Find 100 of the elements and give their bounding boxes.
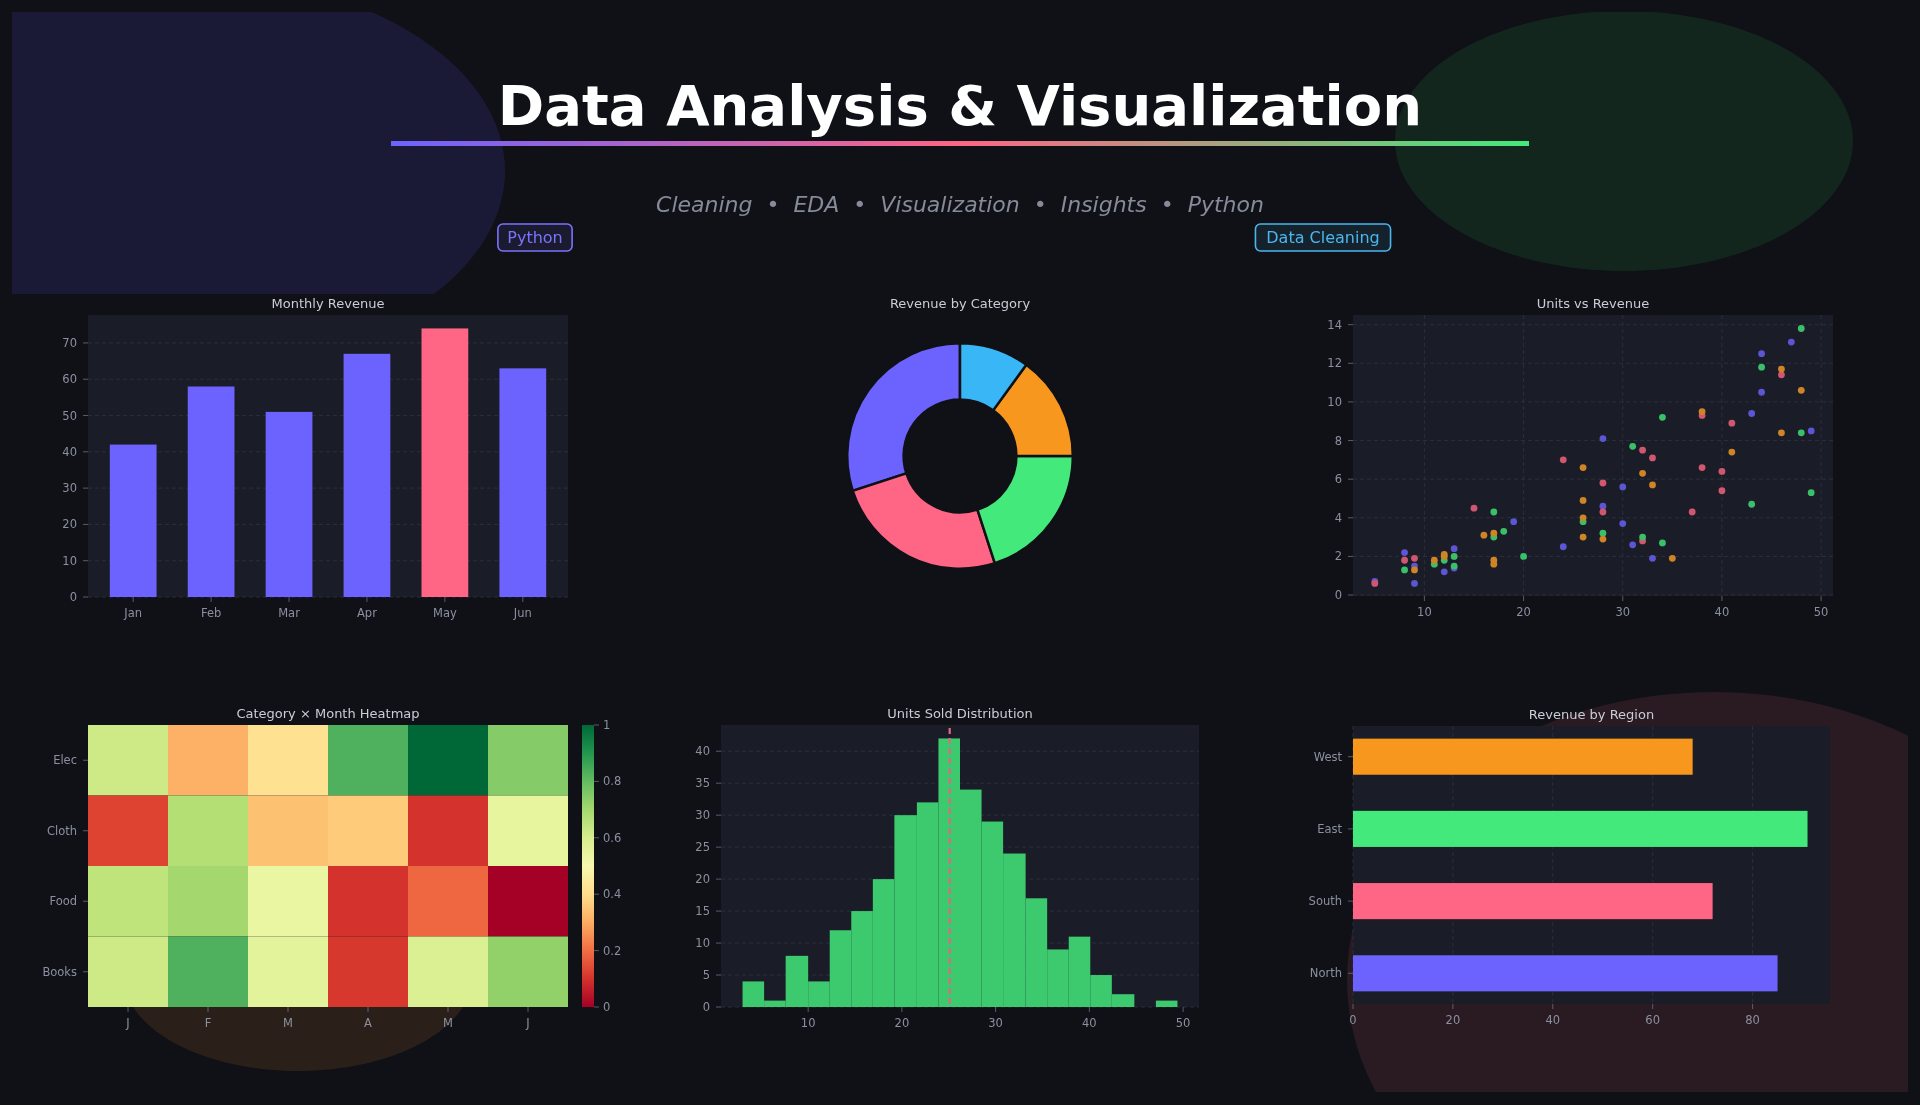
point — [1659, 539, 1666, 547]
y-tick-label: 10 — [1327, 394, 1342, 409]
point — [1401, 549, 1408, 556]
x-tick-label: F — [204, 1016, 212, 1031]
color-bar-label: 0.4 — [603, 887, 622, 902]
x-tick-label: 40 — [1082, 1016, 1097, 1031]
y-tick-label: 20 — [62, 517, 77, 532]
point — [1411, 580, 1418, 587]
point — [1778, 429, 1785, 437]
point — [1728, 448, 1736, 456]
x-tick-label: J — [525, 1016, 530, 1031]
point — [1688, 508, 1696, 516]
x-tick-label: 20 — [894, 1016, 910, 1031]
y-tick-label: 12 — [1327, 356, 1342, 371]
y-tick-label: 2 — [1334, 549, 1342, 564]
y-tick-label: Books — [42, 964, 77, 979]
point — [1629, 442, 1637, 450]
point — [1559, 543, 1567, 551]
x-tick-label: 50 — [1813, 605, 1829, 620]
chart-title: Revenue by Category — [889, 296, 1031, 311]
point — [1480, 531, 1488, 539]
point — [1797, 429, 1805, 437]
point — [1787, 338, 1795, 346]
point — [1579, 464, 1587, 471]
y-tick-label: 25 — [695, 840, 710, 855]
x-tick-label: May — [432, 606, 457, 621]
x-tick-label: M — [283, 1016, 293, 1031]
point — [1470, 504, 1478, 512]
x-tick-label: J — [125, 1016, 130, 1031]
y-tick-label: 0 — [702, 1000, 710, 1015]
point — [1599, 479, 1607, 487]
point — [1579, 514, 1587, 522]
point — [1758, 350, 1765, 358]
y-tick-label: 35 — [695, 776, 710, 791]
y-tick-label: 70 — [62, 335, 77, 350]
y-tick-label: 40 — [695, 744, 710, 759]
point — [1599, 502, 1607, 510]
y-tick-label: 10 — [62, 553, 77, 568]
x-tick-label: 30 — [1615, 605, 1631, 620]
y-tick-label: North — [1309, 966, 1342, 981]
y-tick-label: South — [1308, 894, 1342, 909]
chart-title: Revenue by Region — [1528, 707, 1655, 722]
point — [1440, 568, 1448, 576]
point — [1401, 566, 1408, 574]
x-tick-label: 80 — [1745, 1013, 1760, 1028]
x-tick-label: 60 — [1645, 1013, 1661, 1028]
point — [1807, 489, 1815, 497]
chart-title: Category × Month Heatmap — [236, 706, 420, 721]
point — [1430, 556, 1438, 564]
point — [1619, 483, 1627, 491]
x-tick-label: Jan — [123, 606, 143, 621]
point — [1619, 520, 1627, 527]
text: Python — [507, 228, 563, 248]
point — [1649, 454, 1656, 462]
point — [1639, 469, 1646, 477]
x-tick-label: Apr — [357, 606, 378, 621]
y-tick-label: 30 — [695, 808, 710, 823]
point — [1579, 497, 1587, 504]
point — [1579, 533, 1587, 541]
bar — [421, 328, 469, 597]
point — [1758, 363, 1765, 371]
chart-title: Monthly Revenue — [271, 296, 385, 311]
point — [1778, 371, 1785, 379]
x-tick-label: Feb — [200, 606, 222, 621]
color-bar-label: 0.6 — [603, 830, 622, 845]
point — [1728, 419, 1736, 427]
y-tick-label: 14 — [1327, 317, 1342, 332]
point — [1490, 529, 1498, 537]
point — [1778, 365, 1785, 373]
x-tick-label: 30 — [988, 1016, 1003, 1031]
chart-title: Units Sold Distribution — [887, 706, 1033, 721]
point — [1698, 464, 1706, 471]
bar — [1353, 883, 1713, 920]
point — [1490, 508, 1498, 516]
point — [1450, 553, 1458, 560]
point — [1639, 446, 1646, 454]
point — [1599, 529, 1607, 537]
y-tick-label: 10 — [695, 936, 710, 951]
point — [1718, 468, 1726, 475]
x-tick-label: 20 — [1516, 605, 1531, 620]
color-bar-label: 0.2 — [603, 943, 622, 958]
y-tick-label: East — [1317, 821, 1343, 836]
x-tick-label: A — [364, 1016, 373, 1031]
point — [1649, 554, 1656, 562]
y-tick-label: 60 — [62, 372, 77, 387]
color-bar-label: 0 — [603, 1000, 611, 1015]
point — [1520, 553, 1527, 560]
y-tick-label: Elec — [53, 753, 77, 768]
x-tick-label: 40 — [1714, 605, 1730, 620]
y-tick-label: 0 — [1334, 588, 1342, 603]
y-tick-label: 4 — [1334, 510, 1342, 525]
point — [1450, 545, 1458, 553]
y-tick-label: 5 — [702, 968, 710, 983]
point — [1668, 554, 1676, 562]
x-tick-label: 40 — [1545, 1013, 1561, 1028]
point — [1510, 518, 1518, 526]
point — [1649, 481, 1656, 489]
x-tick-label: 50 — [1175, 1016, 1191, 1031]
color-bar-label: 0.8 — [603, 774, 622, 789]
color-bar-label: 1 — [603, 718, 611, 733]
